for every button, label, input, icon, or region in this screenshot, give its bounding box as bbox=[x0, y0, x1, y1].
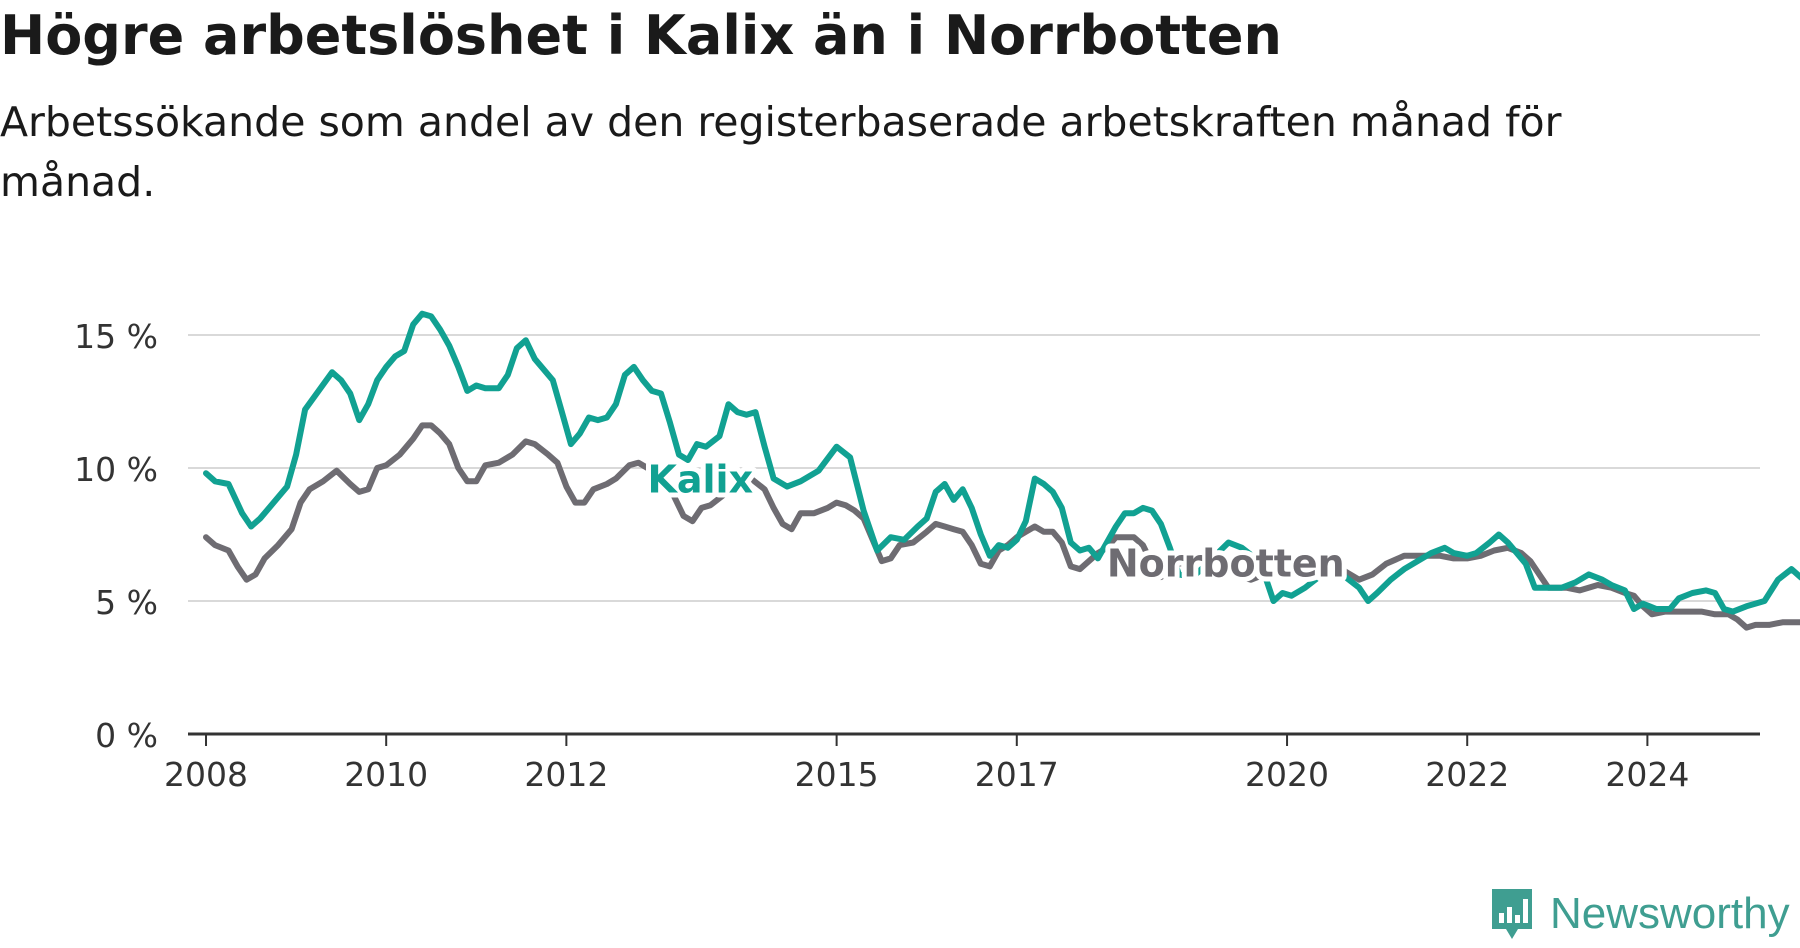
chart-title: Högre arbetslöshet i Kalix än i Norrbott… bbox=[0, 4, 1282, 67]
y-tick-label: 5 % bbox=[95, 583, 158, 622]
chart-subtitle: Arbetssökande som andel av den registerb… bbox=[0, 98, 1562, 206]
line-chart: 0 % 5 % 10 % 15 % 2008 2010 2012 2015 2017 2020 20… bbox=[74, 310, 1800, 794]
x-tick-label: 2022 bbox=[1425, 755, 1509, 794]
newsworthy-logo-icon bbox=[1492, 889, 1532, 939]
series-label-norrbotten: Norrbotten bbox=[1107, 541, 1345, 585]
x-tick-label: 2015 bbox=[795, 755, 879, 794]
brand-logo: Newsworthy bbox=[1488, 885, 1790, 943]
brand-name: Newsworthy bbox=[1550, 889, 1790, 938]
series-lines bbox=[203, 310, 1800, 631]
series-label-kalix: Kalix bbox=[647, 458, 753, 502]
series-labels: KalixNorrbotten4,8 %3,9 % bbox=[642, 453, 1349, 591]
x-tick-label: 2017 bbox=[975, 755, 1059, 794]
x-tick-label: 2010 bbox=[344, 755, 428, 794]
series-line-kalix bbox=[203, 310, 1800, 615]
axes: 0 % 5 % 10 % 15 % 2008 2010 2012 2015 2017 2020 20… bbox=[74, 317, 1760, 794]
x-tick-label: 2020 bbox=[1245, 755, 1329, 794]
x-tick-label: 2012 bbox=[524, 755, 608, 794]
x-tick-label: 2008 bbox=[164, 755, 248, 794]
x-tick-label: 2024 bbox=[1605, 755, 1689, 794]
y-tick-label: 0 % bbox=[95, 716, 158, 755]
y-tick-label: 15 % bbox=[74, 317, 158, 356]
gridlines bbox=[188, 334, 1760, 602]
y-tick-label: 10 % bbox=[74, 450, 158, 489]
